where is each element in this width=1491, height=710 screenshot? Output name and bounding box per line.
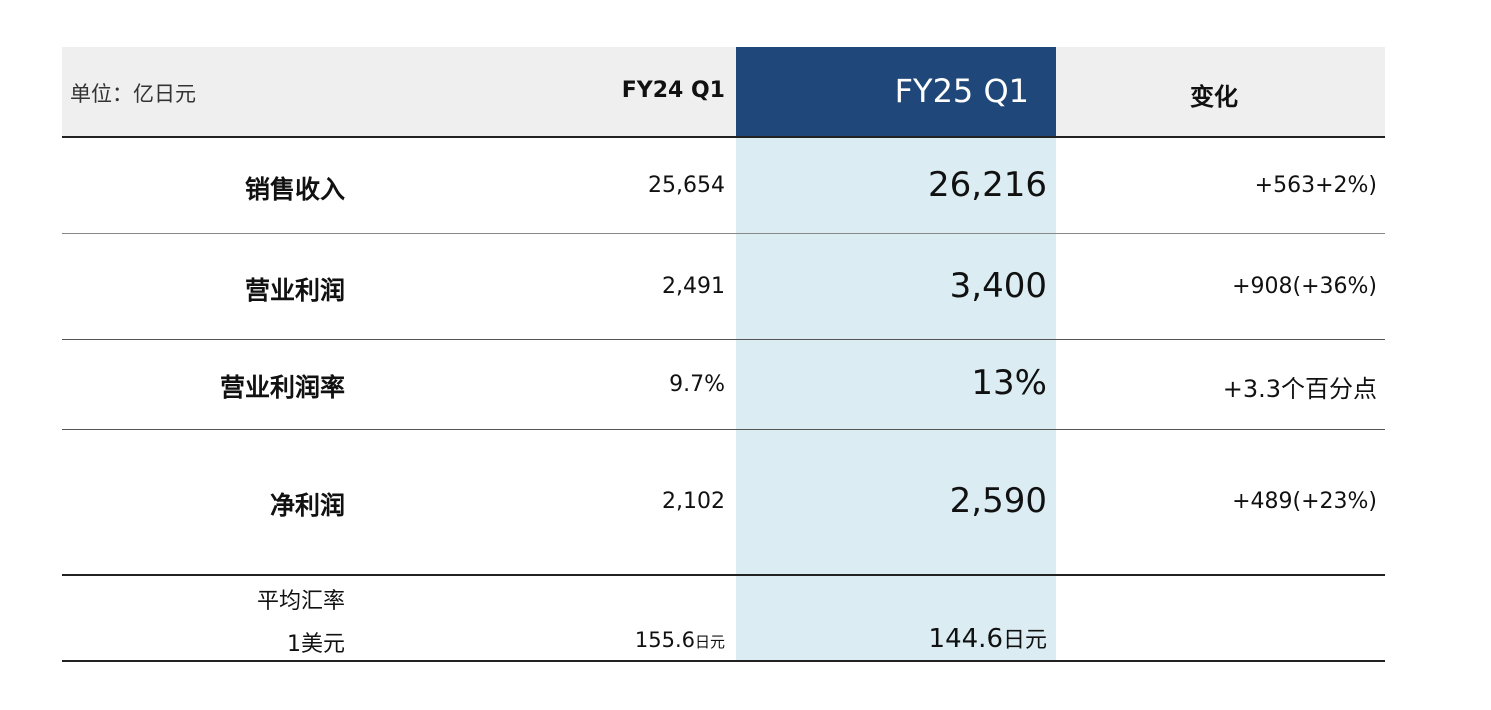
row-label: 营业利润率 bbox=[219, 373, 345, 402]
row-label: 净利润 bbox=[269, 491, 345, 520]
fy25-fx: 144.6日元 bbox=[929, 622, 1047, 654]
header-divider bbox=[62, 136, 1385, 138]
fx-sublabel: 1美元 bbox=[287, 632, 345, 657]
fy24-value: 2,491 bbox=[662, 274, 725, 299]
header-fy25: FY25 Q1 bbox=[894, 72, 1029, 110]
header-change: 变化 bbox=[1190, 83, 1238, 111]
fy24-fx: 155.6日元 bbox=[635, 628, 725, 652]
change-value: +3.3个百分点 bbox=[1222, 375, 1377, 403]
change-value: +908(+36%) bbox=[1232, 274, 1377, 299]
fy25-column-highlight bbox=[736, 137, 1056, 661]
fx-label: 平均汇率 bbox=[256, 589, 345, 614]
table-bottom-border bbox=[62, 660, 1385, 662]
change-value: +563+2%) bbox=[1254, 173, 1377, 198]
change-value: +489(+23%) bbox=[1232, 489, 1377, 514]
fy25-value: 26,216 bbox=[928, 165, 1047, 205]
row-divider bbox=[62, 233, 1385, 234]
unit-label: 单位：亿日元 bbox=[70, 82, 196, 106]
row-divider bbox=[62, 429, 1385, 430]
fy24-fx-value: 155.6 bbox=[634, 628, 695, 652]
header-fy24: FY24 Q1 bbox=[621, 78, 725, 103]
fy24-value: 9.7% bbox=[669, 372, 725, 397]
header-background bbox=[62, 47, 1385, 137]
section-divider bbox=[62, 574, 1385, 576]
row-divider bbox=[62, 339, 1385, 340]
row-label: 营业利润 bbox=[244, 276, 345, 305]
fy24-value: 25,654 bbox=[648, 173, 725, 198]
row-label: 销售收入 bbox=[244, 175, 345, 204]
fy25-value: 13% bbox=[971, 363, 1047, 403]
fy25-header-background bbox=[736, 47, 1056, 137]
fy24-value: 2,102 bbox=[662, 489, 725, 514]
fy25-fx-value: 144.6 bbox=[928, 624, 1003, 654]
fy25-value: 2,590 bbox=[949, 481, 1047, 521]
fy25-fx-unit: 日元 bbox=[1002, 628, 1047, 653]
fy25-value: 3,400 bbox=[949, 266, 1047, 306]
fy24-fx-unit: 日元 bbox=[694, 633, 725, 651]
